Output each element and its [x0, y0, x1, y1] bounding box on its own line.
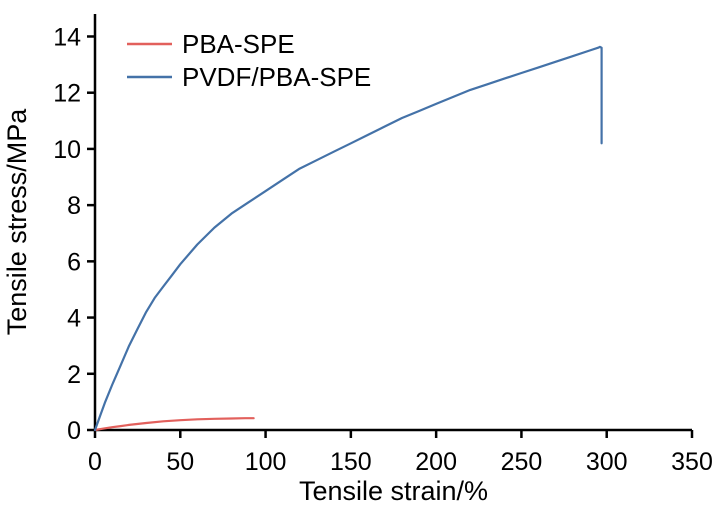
x-tick-label: 150	[330, 448, 372, 476]
y-tick-label: 10	[53, 136, 81, 164]
x-tick-label: 0	[88, 448, 102, 476]
y-tick-label: 2	[67, 361, 81, 389]
x-tick-label: 50	[166, 448, 194, 476]
legend-label-PVDF/PBA-SPE: PVDF/PBA-SPE	[182, 62, 371, 92]
series-line-PVDF/PBA-SPE	[93, 45, 603, 432]
y-tick-label: 12	[53, 80, 81, 108]
x-axis-title: Tensile strain/%	[299, 476, 488, 506]
legend-label-PBA-SPE: PBA-SPE	[182, 29, 295, 59]
y-tick-label: 0	[67, 417, 81, 445]
y-tick-label: 4	[67, 305, 81, 333]
x-tick-label: 300	[586, 448, 628, 476]
y-tick-label: 8	[67, 192, 81, 220]
x-tick-label: 200	[415, 448, 457, 476]
y-tick-label: 14	[53, 23, 81, 51]
y-tick-label: 6	[67, 248, 81, 276]
x-tick-label: 250	[501, 448, 543, 476]
y-axis-title: Tensile stress/MPa	[2, 108, 32, 336]
x-tick-label: 350	[671, 448, 713, 476]
x-tick-label: 100	[245, 448, 287, 476]
series-line-PBA-SPE	[93, 417, 255, 432]
